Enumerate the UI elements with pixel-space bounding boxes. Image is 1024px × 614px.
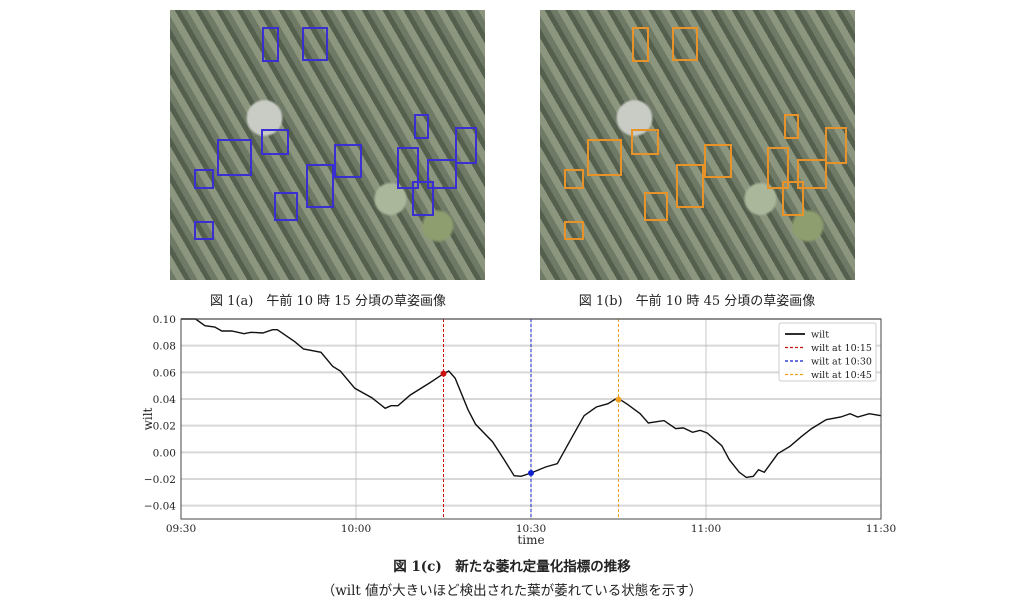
y-tick-label: 0.06 [153, 367, 177, 379]
marker-point [528, 470, 534, 476]
x-tick-label: 11:00 [691, 523, 721, 535]
legend-label: wilt at 10:15 [811, 343, 872, 354]
x-tick-label: 10:30 [516, 523, 546, 535]
y-tick-label: −0.02 [144, 474, 176, 486]
y-tick-label: −0.04 [144, 501, 176, 513]
x-tick-label: 11:30 [866, 523, 896, 535]
legend-label: wilt [811, 330, 829, 341]
legend-label: wilt at 10:30 [811, 357, 872, 368]
plot-frame [180, 318, 882, 520]
y-tick-label: 0.10 [153, 314, 176, 326]
plant-image-1045 [540, 10, 855, 280]
marker-point [440, 370, 447, 377]
marker-point [615, 396, 622, 403]
y-tick-label: 0.02 [153, 421, 176, 433]
y-tick-label: 0.04 [153, 394, 177, 406]
y-tick-label: 0.08 [153, 341, 176, 353]
x-tick-label: 10:00 [341, 523, 371, 535]
legend: wilt wilt at 10:15 wilt at 10:30 wilt at 10… [778, 322, 877, 382]
y-axis-label: wilt [141, 407, 155, 430]
wilt-series-line [181, 318, 882, 479]
caption-figure-1a: 図 1(a) 午前 10 時 15 分頃の草姿画像 [210, 294, 446, 309]
caption-figure-1b: 図 1(b) 午前 10 時 45 分頃の草姿画像 [578, 294, 816, 309]
plant-image-1015 [170, 10, 485, 280]
x-tick-label: 09:30 [166, 523, 196, 535]
detection-boxes-1015 [194, 27, 477, 240]
y-tick-label: 0.00 [153, 447, 176, 459]
caption-figure-1c: 図 1(c) 新たな萎れ定量化指標の推移 [393, 559, 631, 575]
legend-label: wilt at 10:45 [811, 370, 872, 381]
caption-figure-1c-note: （wilt 値が大きいほど検出された葉が萎れている状態を示す） [321, 583, 703, 599]
detection-boxes-1045 [564, 27, 847, 240]
x-axis-label: time [517, 533, 544, 547]
